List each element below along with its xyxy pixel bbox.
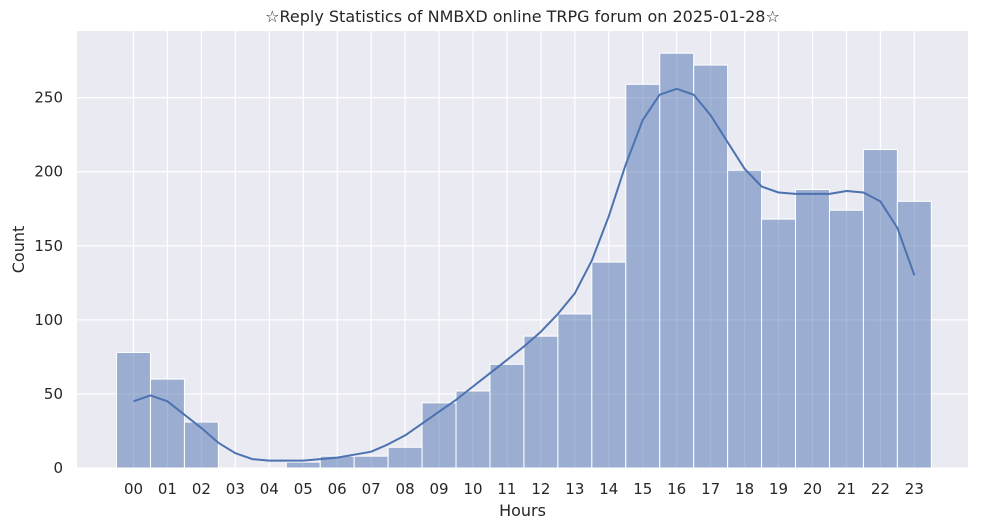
x-tick-label-11: 11 bbox=[497, 480, 516, 498]
kde-line bbox=[133, 87, 916, 462]
bar-21 bbox=[828, 209, 864, 469]
x-tick-label-06: 06 bbox=[328, 480, 347, 498]
x-tick-label-12: 12 bbox=[531, 480, 550, 498]
x-tick-label-20: 20 bbox=[803, 480, 822, 498]
x-tick-label-03: 03 bbox=[226, 480, 245, 498]
bar-16 bbox=[659, 52, 695, 469]
x-tick-label-04: 04 bbox=[260, 480, 279, 498]
y-tick-label-100: 100 bbox=[34, 311, 63, 329]
x-tick-labels: 00 01 02 03 04 05 06 07 08 09 10 11 12 13 14 15 16 17 18 19… bbox=[124, 480, 924, 498]
x-tick-label-22: 22 bbox=[871, 480, 890, 498]
x-tick-label-07: 07 bbox=[362, 480, 381, 498]
bars-group bbox=[116, 52, 932, 469]
chart-title: ☆Reply Statistics of NMBXD online TRPG f… bbox=[265, 7, 780, 26]
bar-05 bbox=[285, 461, 321, 469]
x-tick-label-18: 18 bbox=[735, 480, 754, 498]
x-tick-label-08: 08 bbox=[396, 480, 415, 498]
bar-22 bbox=[862, 149, 898, 469]
x-tick-label-00: 00 bbox=[124, 480, 143, 498]
y-tick-label-200: 200 bbox=[34, 163, 63, 181]
x-tick-label-23: 23 bbox=[905, 480, 924, 498]
bar-18 bbox=[727, 169, 763, 469]
y-tick-label-50: 50 bbox=[44, 385, 63, 403]
y-tick-labels: 0 50 100 150 200 250 bbox=[34, 89, 63, 477]
y-tick-label-0: 0 bbox=[53, 459, 63, 477]
bar-00 bbox=[116, 351, 151, 469]
y-tick-label-250: 250 bbox=[34, 89, 63, 107]
bar-14 bbox=[591, 261, 627, 469]
x-tick-label-01: 01 bbox=[158, 480, 177, 498]
x-tick-label-21: 21 bbox=[837, 480, 856, 498]
bar-15 bbox=[625, 83, 661, 469]
bar-20 bbox=[795, 189, 830, 469]
bar-01 bbox=[149, 378, 185, 469]
y-axis-label: Count bbox=[9, 226, 28, 274]
bar-12 bbox=[523, 335, 559, 469]
x-tick-label-09: 09 bbox=[430, 480, 449, 498]
bar-07 bbox=[353, 455, 389, 469]
x-tick-label-05: 05 bbox=[294, 480, 313, 498]
x-tick-label-16: 16 bbox=[667, 480, 686, 498]
x-tick-label-19: 19 bbox=[769, 480, 788, 498]
bar-11 bbox=[489, 363, 525, 469]
x-tick-label-15: 15 bbox=[633, 480, 652, 498]
bar-09 bbox=[421, 402, 457, 469]
x-tick-label-02: 02 bbox=[192, 480, 211, 498]
bar-08 bbox=[387, 446, 423, 469]
x-tick-label-17: 17 bbox=[701, 480, 720, 498]
x-tick-label-10: 10 bbox=[463, 480, 482, 498]
bar-19 bbox=[761, 218, 797, 469]
bar-02 bbox=[183, 421, 219, 469]
x-tick-label-14: 14 bbox=[599, 480, 618, 498]
bar-10 bbox=[455, 390, 491, 469]
bar-17 bbox=[693, 64, 729, 469]
x-tick-label-13: 13 bbox=[565, 480, 584, 498]
x-axis-label: Hours bbox=[499, 501, 546, 520]
bar-13 bbox=[557, 313, 593, 469]
y-tick-label-150: 150 bbox=[34, 237, 63, 255]
